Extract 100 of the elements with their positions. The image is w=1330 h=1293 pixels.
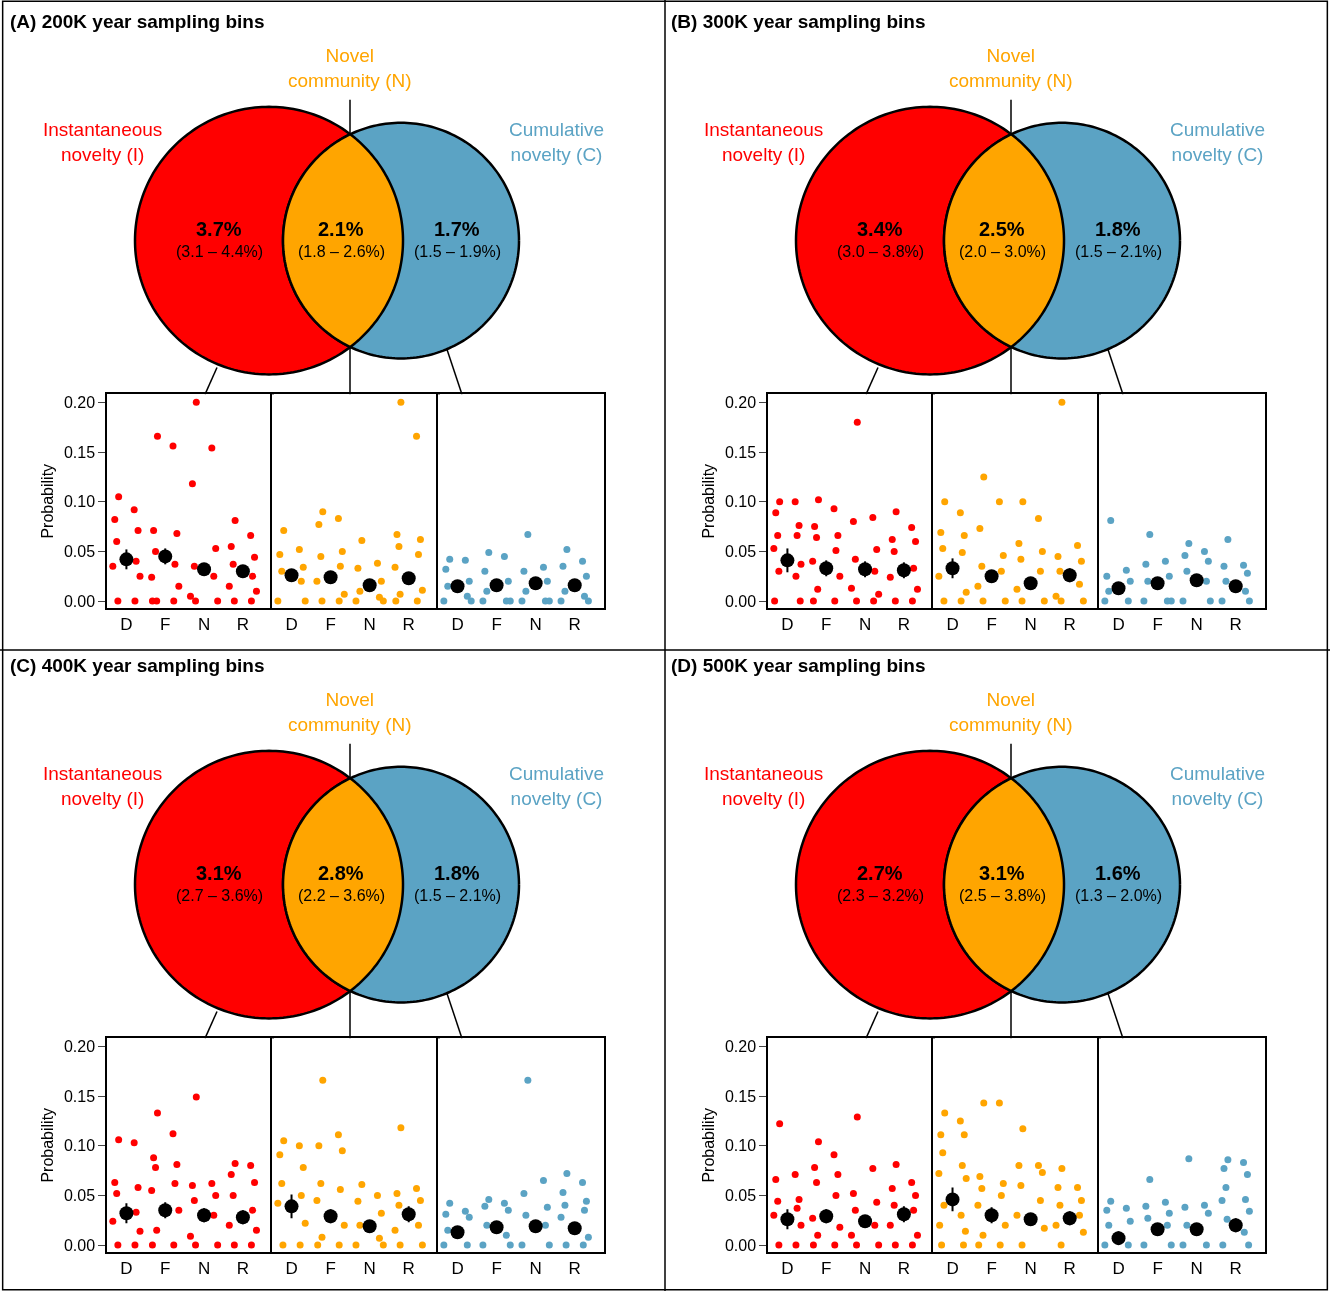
y-axis-title: Probability [39,1107,57,1183]
x-tick-label: D [1112,1259,1125,1279]
category-label: Instantaneous novelty (I) [43,763,163,809]
text: (3.1 – 4.4%) [176,243,264,260]
category-label: Instantaneous novelty (I) [704,119,824,165]
text: 1.7% [434,218,480,240]
x-tick-label: R [1063,615,1076,635]
text: (1.5 – 1.9%) [414,243,502,260]
text: (C) 400K year sampling bins [10,655,265,676]
x-tick-label: N [1024,615,1037,635]
text: (1.8 – 2.6%) [298,243,386,260]
text: 3.1% [196,862,242,884]
y-tick-label: 0.20 [724,393,757,411]
x-tick-label: F [821,1259,832,1279]
text: 1.6% [1095,862,1141,884]
category-label: Novel community (N) [288,689,412,735]
x-tick-label: F [325,1259,336,1279]
y-tick-label: 0.10 [724,1137,757,1155]
text: (2.2 – 3.6%) [298,887,386,904]
y-tick-label: 0.00 [63,1236,96,1254]
x-tick-label: F [986,1259,997,1279]
text: 2.1% [318,218,364,240]
x-tick-label: R [402,1259,415,1279]
x-tick-label: N [197,615,211,635]
y-tick-label: 0.15 [724,443,757,461]
x-tick-label: F [1152,1259,1163,1279]
x-tick-label: N [363,1259,376,1279]
y-tick-label: 0.15 [63,443,96,461]
x-tick-label: D [781,1259,794,1279]
x-tick-label: F [160,1259,171,1279]
text: 1.8% [434,862,480,884]
category-label: Cumulative novelty (C) [509,119,605,165]
text: (D) 500K year sampling bins [671,655,926,676]
x-tick-label: F [325,615,336,635]
category-label: Instantaneous novelty (I) [704,763,824,809]
text: 3.7% [196,218,242,240]
x-tick-label: F [1152,615,1163,635]
x-tick-label: D [1112,615,1125,635]
x-tick-label: R [236,615,250,635]
x-tick-label: R [1229,1259,1242,1279]
y-tick-label: 0.00 [63,592,96,610]
y-tick-label: 0.00 [724,1236,757,1254]
y-axis-title: Probability [39,463,57,539]
x-tick-label: D [781,615,794,635]
x-tick-label: N [529,1259,542,1279]
x-tick-label: N [529,615,542,635]
category-label: Novel community (N) [949,45,1073,91]
text: (2.0 – 3.0%) [959,243,1047,260]
x-tick-label: N [858,615,872,635]
text: 2.8% [318,862,364,884]
text: (1.5 – 2.1%) [414,887,502,904]
category-label: Cumulative novelty (C) [1170,763,1266,809]
text: (A) 200K year sampling bins [10,11,265,32]
text: (2.5 – 3.8%) [959,887,1047,904]
text: (1.3 – 2.0%) [1075,887,1163,904]
category-label: Novel community (N) [288,45,412,91]
x-tick-label: D [120,1259,133,1279]
x-tick-label: D [285,1259,298,1279]
y-tick-label: 0.05 [724,543,757,561]
y-tick-label: 0.05 [63,1187,96,1205]
text: (3.0 – 3.8%) [837,243,925,260]
y-tick-label: 0.05 [63,543,96,561]
y-tick-label: 0.15 [63,1087,96,1105]
category-label: Cumulative novelty (C) [1170,119,1266,165]
x-tick-label: N [1190,1259,1203,1279]
y-axis-title: Probability [700,463,718,539]
text: 3.4% [857,218,903,240]
x-tick-label: R [897,615,911,635]
text: (B) 300K year sampling bins [671,11,926,32]
text: 1.8% [1095,218,1141,240]
x-tick-label: F [821,615,832,635]
category-label: Instantaneous novelty (I) [43,119,163,165]
x-tick-label: F [986,615,997,635]
category-label: Novel community (N) [949,689,1073,735]
y-tick-label: 0.10 [724,493,757,511]
x-tick-label: N [1024,1259,1037,1279]
y-axis-title: Probability [700,1107,718,1183]
x-tick-label: D [946,1259,959,1279]
text: (1.5 – 2.1%) [1075,243,1163,260]
x-tick-label: R [568,615,581,635]
text: (2.7 – 3.6%) [176,887,264,904]
x-tick-label: N [1190,615,1203,635]
x-tick-label: N [363,615,376,635]
x-tick-label: D [285,615,298,635]
x-tick-label: D [946,615,959,635]
text: 2.5% [979,218,1025,240]
x-tick-label: N [858,1259,872,1279]
text: 2.7% [857,862,903,884]
y-tick-label: 0.15 [724,1087,757,1105]
y-tick-label: 0.00 [724,592,757,610]
text: 3.1% [979,862,1025,884]
x-tick-label: R [1063,1259,1076,1279]
x-tick-label: N [197,1259,211,1279]
x-tick-label: D [451,615,464,635]
x-tick-label: F [491,1259,502,1279]
text: (2.3 – 3.2%) [837,887,925,904]
y-tick-label: 0.20 [63,1037,96,1055]
y-tick-label: 0.10 [63,493,96,511]
x-tick-label: R [402,615,415,635]
category-label: Cumulative novelty (C) [509,763,605,809]
